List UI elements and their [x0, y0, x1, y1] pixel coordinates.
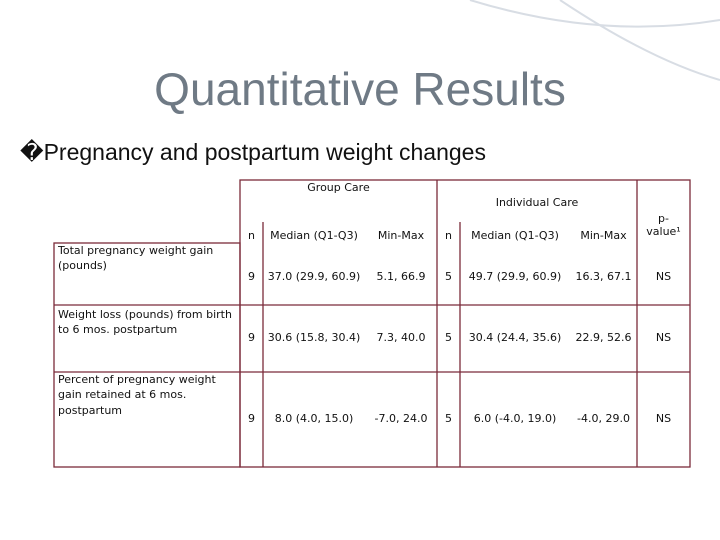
table-cell: 30.6 (15.8, 30.4)	[267, 331, 361, 345]
table-cell: 5	[445, 270, 452, 284]
column-header: p-value¹	[646, 212, 681, 238]
table-cell: 9	[248, 331, 255, 345]
row-label: Weight loss (pounds) from birth to 6 mos…	[58, 308, 232, 337]
group-header: Group Care	[307, 180, 370, 194]
title: Quantitative Results	[154, 63, 566, 115]
table-cell: 30.4 (24.4, 35.6)	[468, 331, 562, 345]
column-header: Min-Max	[377, 228, 425, 242]
table-cell: -7.0, 24.0	[374, 412, 428, 426]
table-cell: NS	[655, 331, 672, 345]
row-label: Percent of pregnancy weight gain retaine…	[58, 373, 216, 417]
label-border	[53, 242, 241, 468]
table-cell: 5	[445, 331, 452, 345]
table-cell: -4.0, 29.0	[577, 412, 630, 426]
table-cell: NS	[655, 412, 672, 426]
table-cell: 6.0 (-4.0, 19.0)	[473, 412, 557, 426]
bullet: �Pregnancy and postpartum weight changes	[20, 139, 486, 165]
column-header: n	[248, 228, 255, 242]
table-cell: 37.0 (29.9, 60.9)	[267, 270, 361, 284]
swirl	[469, 0, 720, 28]
table-cell: 5.1, 66.9	[376, 270, 426, 284]
row-label: Total pregnancy weight gain (pounds)	[58, 244, 214, 273]
table-cell: 9	[248, 412, 255, 426]
table-cell: 49.7 (29.9, 60.9)	[468, 270, 562, 284]
group-header: Individual Care	[495, 195, 579, 209]
table-cell: 9	[248, 270, 255, 284]
table-cell: 8.0 (4.0, 15.0)	[274, 412, 354, 426]
table-cell: 16.3, 67.1	[575, 270, 632, 284]
table-cell: 5	[445, 412, 452, 426]
table-cell: NS	[655, 270, 672, 284]
column-header: Median (Q1-Q3)	[471, 228, 559, 242]
column-header: Median (Q1-Q3)	[270, 228, 358, 242]
column-header: Min-Max	[580, 228, 627, 242]
table-cell: 7.3, 40.0	[376, 331, 426, 345]
column-header: n	[445, 228, 452, 242]
table-cell: 22.9, 52.6	[575, 331, 632, 345]
swirl	[559, 0, 720, 81]
